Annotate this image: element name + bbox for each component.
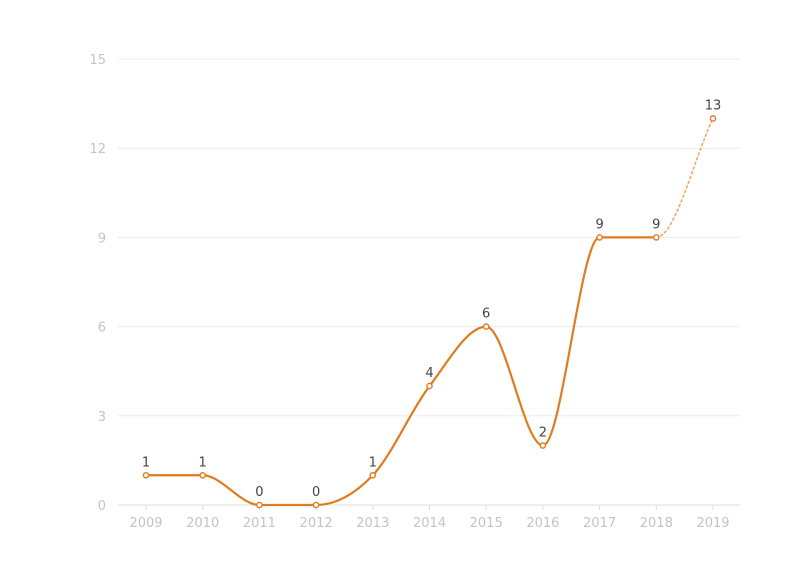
data-label: 0 [312,485,320,500]
x-tick-label: 2019 [696,516,729,531]
data-point [482,323,490,330]
y-tick-label: 15 [89,53,106,68]
data-label: 13 [705,98,722,113]
data-point [369,471,377,479]
x-tick-label: 2013 [356,516,389,531]
x-tick-label: 2017 [583,516,616,531]
x-tick-label: 2018 [640,516,673,531]
x-tick-label: 2016 [526,516,559,531]
x-tick-label: 2015 [470,516,503,531]
y-tick-label: 9 [98,231,106,246]
data-label: 2 [539,426,547,441]
data-labels: 1 1 0 0 1 4 6 2 9 9 13 [142,98,721,500]
data-label: 1 [142,455,150,470]
x-tick-label: 2010 [186,516,219,531]
x-axis-ticks: 2009 2010 2011 2012 2013 2014 2015 2016 2017 2018… [129,516,729,531]
y-tick-label: 0 [98,499,106,514]
data-point [653,234,660,241]
x-tick-label: 2014 [413,516,446,531]
data-points [142,115,717,509]
series-line-projected [655,117,714,239]
y-tick-label: 12 [89,142,106,157]
series-line [144,236,658,507]
data-label: 9 [595,217,603,232]
data-point [596,234,603,241]
data-point [312,501,320,509]
data-label: 1 [369,455,377,470]
data-point [256,501,263,509]
data-label: 4 [425,366,433,381]
data-label: 0 [255,485,263,500]
series-line-group [144,117,714,507]
y-tick-label: 3 [98,410,106,425]
x-axis [118,504,740,510]
grid-layer [118,58,740,417]
x-tick-label: 2012 [300,516,333,531]
data-point [539,442,547,449]
x-tick-label: 2011 [243,516,276,531]
data-point [426,382,433,390]
data-point [709,115,717,122]
data-label: 9 [652,217,660,232]
x-tick-label: 2009 [129,516,162,531]
data-point [199,471,206,479]
data-point [142,471,150,479]
y-tick-label: 6 [98,321,106,336]
y-axis: 0 3 6 9 12 15 [89,53,106,514]
data-label: 6 [482,307,490,322]
data-label: 1 [199,455,207,470]
